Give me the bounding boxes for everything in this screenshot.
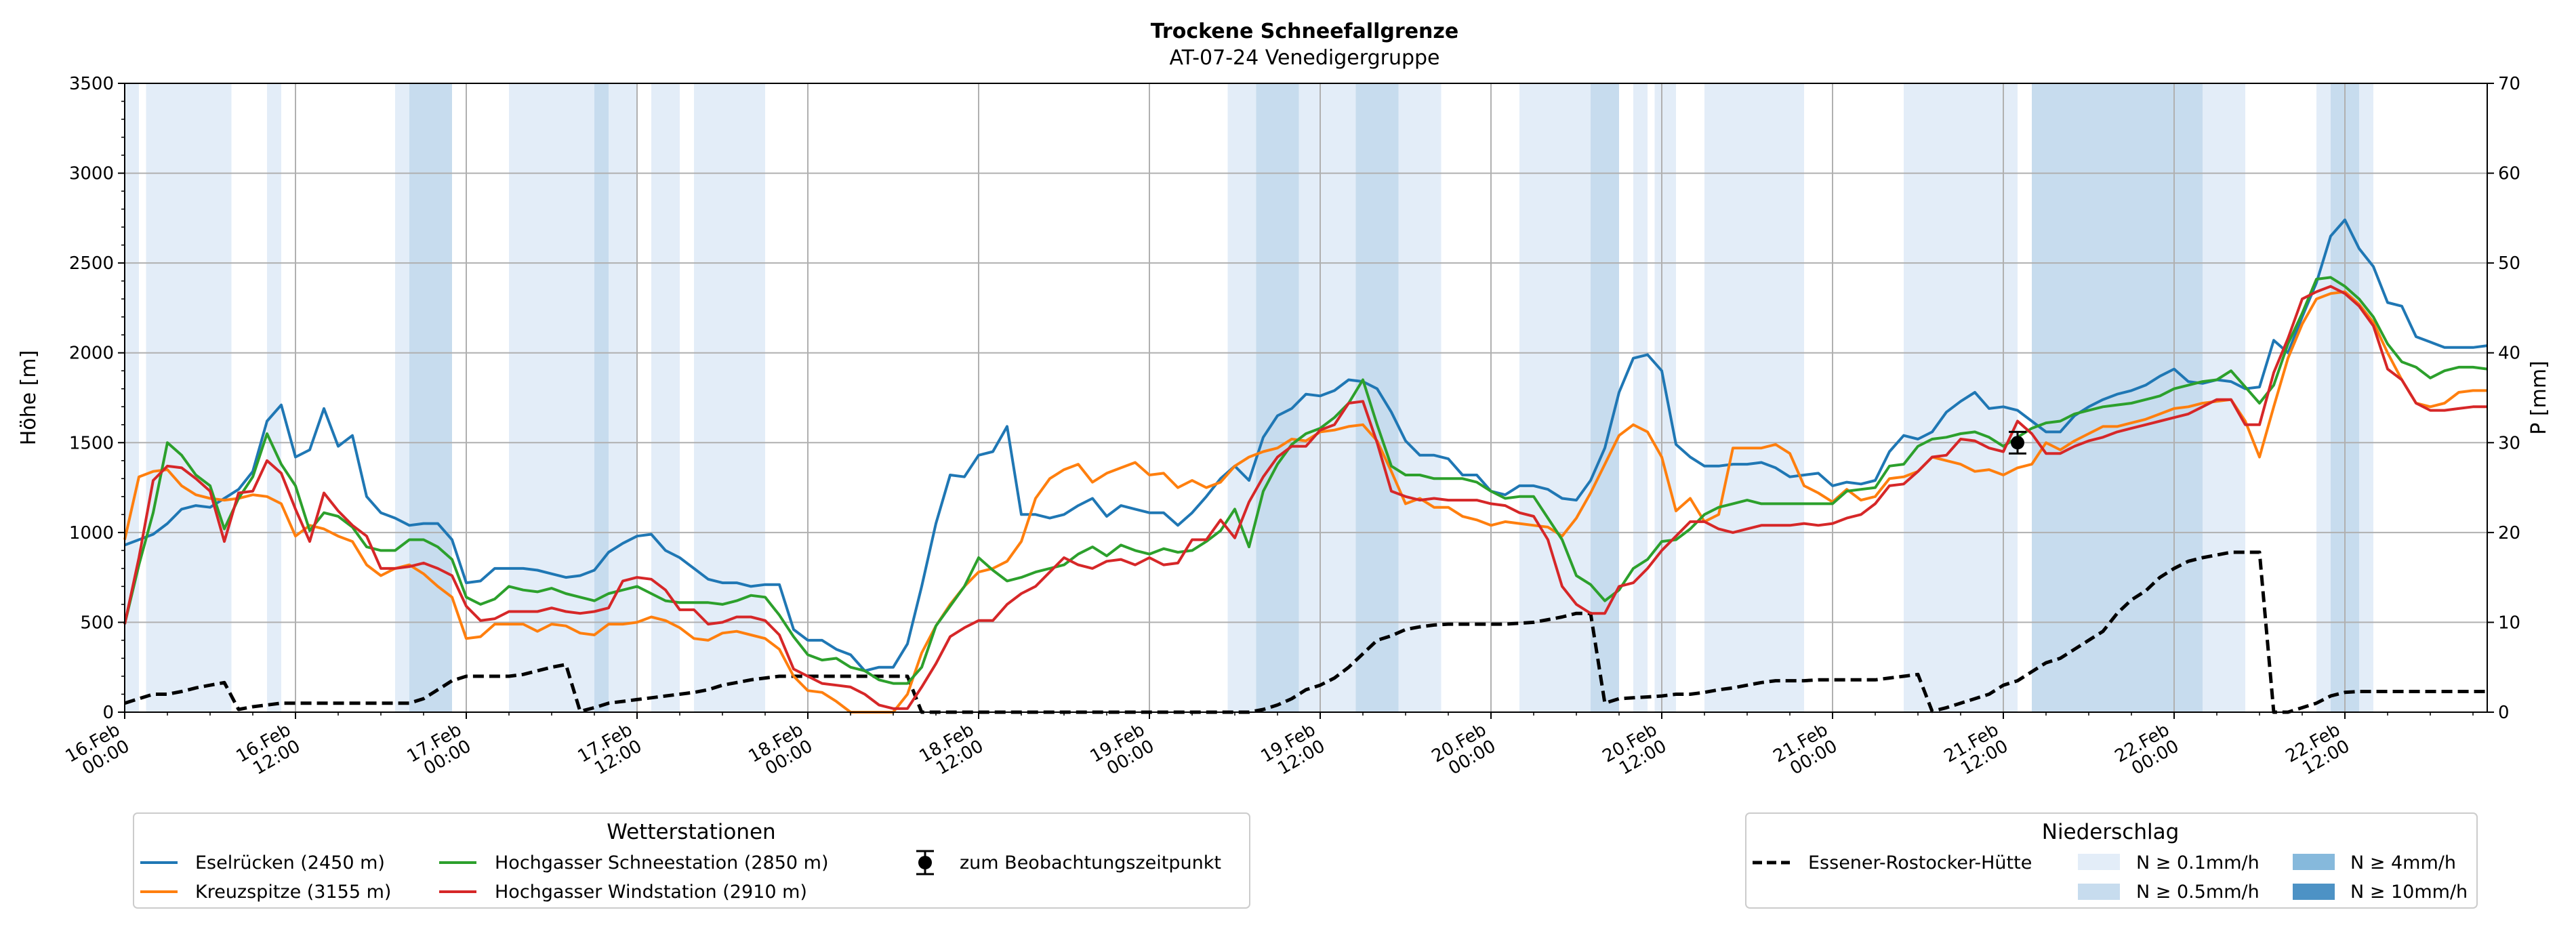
legend-swatch-01: [2078, 854, 2120, 870]
precipitation-series: [124, 550, 2487, 714]
y-tick-label-2: 1000: [69, 523, 114, 543]
legend-label-windstation: Hochgasser Windstation (2910 m): [495, 882, 807, 903]
plot-frame: [124, 83, 2488, 713]
precip-band-11: [1256, 83, 1299, 712]
precip-band-2: [267, 83, 281, 712]
y-tick-label-5: 2500: [69, 253, 114, 274]
precip-band-23: [2316, 83, 2331, 712]
legend-label-essener: Essener-Rostocker-Hütte: [1808, 852, 2032, 873]
precip-band-15: [1519, 83, 1591, 712]
legend-label-10: N ≥ 10mm/h: [2350, 882, 2468, 903]
station-series: [123, 218, 2488, 714]
y2-tick-label-0: 0: [2498, 703, 2510, 723]
legend-label-eselruecken: Eselrücken (2450 m): [195, 852, 385, 873]
precip-band-14: [1398, 83, 1442, 712]
precip-band-3: [395, 83, 409, 712]
precip-band-18: [1654, 83, 1676, 712]
legend-precipitation: Niederschlag Essener-Rostocker-Hütte N ≥…: [1745, 812, 2478, 909]
precip-band-5: [509, 83, 594, 712]
precip-band-1: [146, 83, 232, 712]
legend-label-schneestation: Hochgasser Schneestation (2850 m): [495, 852, 829, 873]
y-axis-label: Höhe [m]: [17, 350, 41, 446]
series-line-3: [123, 285, 2487, 710]
precip-band-10: [1227, 83, 1256, 712]
legend-swatch-4: [2293, 854, 2335, 870]
legend-stations: Wetterstationen Eselrücken (2450 m) Kreu…: [133, 812, 1250, 909]
y-tick-label-6: 3000: [69, 164, 114, 184]
y-tick-label-7: 3500: [69, 74, 114, 94]
precip-band-12: [1299, 83, 1356, 712]
legend-swatch-10: [2293, 884, 2335, 900]
legend-precip-title: Niederschlag: [2042, 820, 2180, 844]
legend-swatch-05: [2078, 884, 2120, 900]
y2-tick-label-6: 60: [2498, 164, 2520, 184]
legend-label-05: N ≥ 0.5mm/h: [2136, 882, 2260, 903]
y2-tick-label-3: 30: [2498, 433, 2520, 453]
legend-stations-box: [133, 812, 1250, 909]
legend-label-4: N ≥ 4mm/h: [2350, 852, 2456, 873]
y-tick-label-4: 2000: [69, 344, 114, 364]
legend-label-kreuzspitze: Kreuzspitze (3155 m): [195, 882, 391, 903]
y-tick-label-0: 0: [102, 703, 114, 723]
legend-label-observation: zum Beobachtungszeitpunkt: [960, 852, 1221, 873]
y2-tick-label-1: 10: [2498, 613, 2520, 633]
y2-tick-label-7: 70: [2498, 74, 2520, 94]
observation-marker: [2009, 430, 2026, 455]
precip-band-22: [2203, 83, 2245, 712]
y2-tick-label-2: 20: [2498, 523, 2520, 543]
observation-point: [2011, 436, 2024, 450]
precip-band-25: [2359, 83, 2373, 712]
series-line-1: [123, 290, 2487, 714]
chart-title: Trockene Schneefallgrenze: [1151, 20, 1458, 43]
legend-stations-title: Wetterstationen: [607, 820, 775, 844]
precip-band-17: [1633, 83, 1648, 712]
y-tick-label-3: 1500: [69, 433, 114, 453]
precip-band-9: [694, 83, 765, 712]
precip-band-16: [1591, 83, 1619, 712]
precip-band-8: [651, 83, 680, 712]
y-tick-label-1: 500: [80, 613, 114, 633]
precip-band-19: [1704, 83, 1804, 712]
legend-label-01: N ≥ 0.1mm/h: [2136, 852, 2260, 873]
precip-band-7: [609, 83, 637, 712]
y2-axis-ticks: 0 10 20 30 40 50 60 70: [2487, 74, 2520, 723]
y2-tick-label-5: 50: [2498, 253, 2520, 274]
y2-tick-label-4: 40: [2498, 344, 2520, 364]
y-axis-ticks: 0 500 1000 1500 2000 2500 3000 3500: [69, 74, 125, 723]
precip-band-0: [125, 83, 139, 712]
precip-band-21: [2032, 83, 2203, 712]
precipitation-bands: [125, 83, 2373, 712]
y2-axis-label: P [mm]: [2527, 360, 2551, 434]
series-line-2: [123, 276, 2488, 685]
precip-band-6: [594, 83, 609, 712]
precip-band-13: [1355, 83, 1399, 712]
series-line-0: [124, 218, 2488, 672]
precip-band-4: [409, 83, 452, 712]
precip-line-essener: [124, 550, 2487, 714]
precip-band-20: [1904, 83, 2018, 712]
chart-subtitle: AT-07-24 Venedigergruppe: [1169, 46, 1439, 70]
legend-observation-marker: [916, 850, 934, 875]
